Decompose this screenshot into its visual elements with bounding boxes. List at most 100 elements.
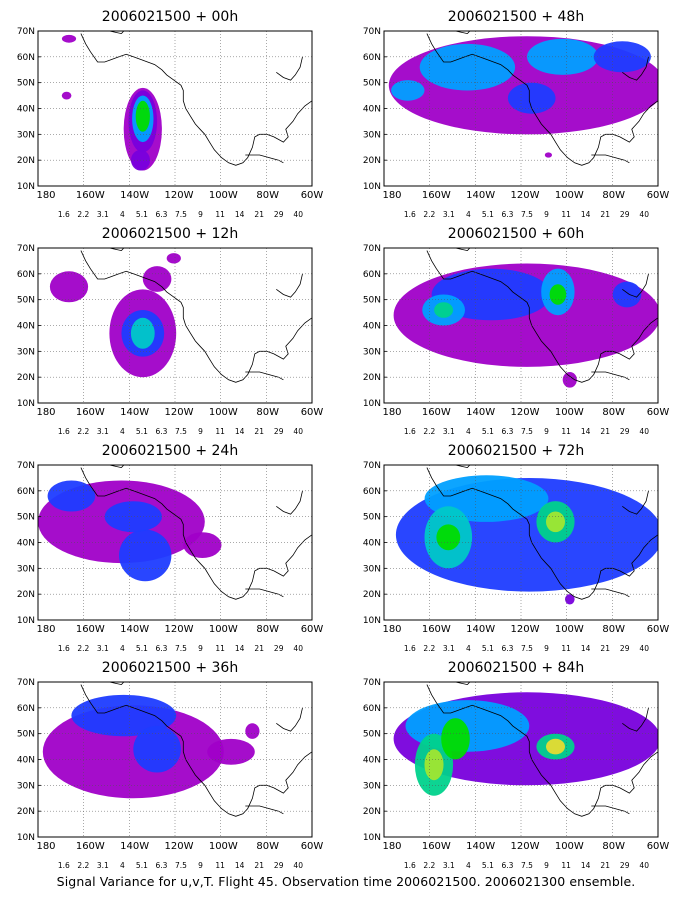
lat-tick-label: 50N xyxy=(17,79,35,89)
lat-tick-label: 50N xyxy=(17,513,35,523)
coastline xyxy=(276,273,303,298)
colorbar-label: 7.5 xyxy=(521,427,533,436)
lat-tick-label: 60N xyxy=(363,53,381,63)
lat-tick-label: 30N xyxy=(17,781,35,791)
colorbar-label: 29 xyxy=(274,427,284,436)
colorbar-label: 21 xyxy=(600,644,610,653)
colorbar-label: 1.6 xyxy=(404,861,416,870)
lat-tick-label: 70N xyxy=(363,678,381,688)
lat-tick-label: 60N xyxy=(363,270,381,280)
lon-tick-label: 140W xyxy=(466,407,495,418)
map-panel: 2006021500 + 00h 70N 60N 50N 40N 30N 20N 10N 18… xyxy=(0,8,340,228)
colorbar-label: 2.2 xyxy=(77,210,89,219)
variance-shade xyxy=(47,480,96,512)
lat-tick-label: 70N xyxy=(17,461,35,471)
variance-shade xyxy=(71,694,177,737)
lon-tick-label: 80W xyxy=(602,841,625,852)
colorbar-label: 6.3 xyxy=(156,644,168,653)
colorbar-label: 2.2 xyxy=(77,427,89,436)
coastline xyxy=(426,250,658,383)
colorbar-label: 7.5 xyxy=(175,644,187,653)
map-panel: 2006021500 + 36h 70N 60N 50N 40N 30N 20N 10N 18… xyxy=(0,659,340,879)
lat-tick-label: 40N xyxy=(17,539,35,549)
coastline xyxy=(276,56,303,81)
colorbar-label: 21 xyxy=(254,210,264,219)
variance-shade xyxy=(142,266,172,292)
colorbar-label: 4 xyxy=(120,210,125,219)
colorbar-label: 11 xyxy=(215,861,225,870)
lat-tick-label: 50N xyxy=(363,513,381,523)
variance-shade xyxy=(593,41,651,73)
variance-shade xyxy=(546,738,565,755)
lon-tick-label: 180 xyxy=(382,190,401,201)
panel-title: 2006021500 + 48h xyxy=(447,9,585,25)
colorbar-label: 11 xyxy=(561,427,571,436)
lon-tick-label: 180 xyxy=(36,190,55,201)
lat-tick-label: 40N xyxy=(363,105,381,115)
coastline xyxy=(622,273,649,298)
variance-shade xyxy=(565,594,575,605)
lat-tick-label: 40N xyxy=(363,756,381,766)
lon-tick-label: 60W xyxy=(647,407,670,418)
colorbar-label: 6.3 xyxy=(502,644,514,653)
colorbar-label: 5.1 xyxy=(482,861,494,870)
colorbar-label: 14 xyxy=(581,644,591,653)
lon-tick-label: 140W xyxy=(466,624,495,635)
lon-tick-label: 60W xyxy=(647,841,670,852)
lon-tick-label: 100W xyxy=(209,841,238,852)
map-panel: 2006021500 + 48h 70N 60N 50N 40N 30N 20N 10N 18… xyxy=(346,8,686,228)
colorbar-label: 3.1 xyxy=(97,427,109,436)
colorbar-label: 6.3 xyxy=(156,861,168,870)
colorbar-label: 40 xyxy=(293,861,303,870)
lon-tick-label: 100W xyxy=(209,624,238,635)
coastline xyxy=(97,465,125,469)
colorbar-label: 14 xyxy=(581,427,591,436)
lon-tick-label: 100W xyxy=(555,190,584,201)
signal-variance-field xyxy=(49,248,312,383)
colorbar-label: 4 xyxy=(120,427,125,436)
panel-title: 2006021500 + 24h xyxy=(101,443,239,459)
colorbar-label: 9 xyxy=(544,427,549,436)
colorbar-label: 9 xyxy=(198,427,203,436)
panel-title: 2006021500 + 00h xyxy=(101,9,239,25)
coastline xyxy=(622,707,649,732)
lat-tick-label: 10N xyxy=(363,399,381,409)
variance-shade xyxy=(130,317,155,349)
colorbar-label: 14 xyxy=(235,644,245,653)
lon-tick-label: 100W xyxy=(555,624,584,635)
colorbar-label: 29 xyxy=(620,427,630,436)
lat-tick-label: 70N xyxy=(363,27,381,37)
lon-tick-label: 180 xyxy=(36,624,55,635)
coastline xyxy=(245,154,284,164)
colorbar-label: 3.1 xyxy=(97,861,109,870)
colorbar-label: 3.1 xyxy=(97,210,109,219)
colorbar-label: 21 xyxy=(254,861,264,870)
lat-tick-label: 30N xyxy=(363,347,381,357)
colorbar-label: 40 xyxy=(293,427,303,436)
colorbar-label: 3.1 xyxy=(97,644,109,653)
lat-tick-label: 10N xyxy=(17,833,35,843)
coastline xyxy=(622,56,649,81)
lat-tick-label: 50N xyxy=(363,296,381,306)
lat-tick-label: 70N xyxy=(17,244,35,254)
colorbar-label: 9 xyxy=(198,210,203,219)
colorbar-label: 6.3 xyxy=(156,210,168,219)
lat-tick-label: 60N xyxy=(363,704,381,714)
lon-tick-label: 140W xyxy=(120,190,149,201)
lon-tick-label: 60W xyxy=(301,407,324,418)
variance-shade xyxy=(183,532,222,558)
colorbar-label: 11 xyxy=(561,210,571,219)
map-panel: 2006021500 + 12h 70N 60N 50N 40N 30N 20N 10N 18… xyxy=(0,225,340,445)
colorbar-label: 1.6 xyxy=(58,210,70,219)
variance-shade xyxy=(61,91,72,100)
lat-tick-label: 60N xyxy=(17,270,35,280)
colorbar-label: 40 xyxy=(639,644,649,653)
lat-tick-label: 60N xyxy=(17,487,35,497)
lat-tick-label: 10N xyxy=(17,182,35,192)
colorbar-label: 2.2 xyxy=(423,210,435,219)
colorbar-label: 3.1 xyxy=(443,644,455,653)
colorbar-label: 29 xyxy=(274,210,284,219)
colorbar-label: 1.6 xyxy=(58,427,70,436)
